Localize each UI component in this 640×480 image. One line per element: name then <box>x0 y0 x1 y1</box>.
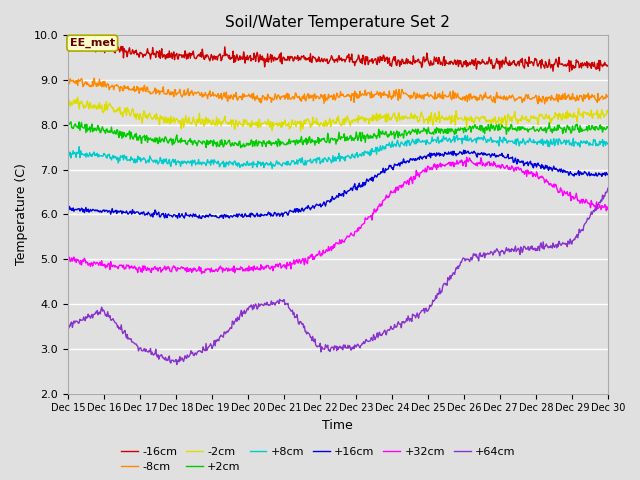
+8cm <box>420 139 428 145</box>
-16cm <box>185 51 193 57</box>
X-axis label: Time: Time <box>323 419 353 432</box>
+64cm <box>420 306 428 312</box>
+8cm <box>129 157 137 163</box>
+64cm <box>74 319 81 325</box>
+2cm <box>237 145 244 151</box>
-2cm <box>64 98 72 104</box>
-2cm <box>405 115 413 120</box>
+64cm <box>404 313 412 319</box>
-16cm <box>130 51 138 57</box>
Y-axis label: Temperature (C): Temperature (C) <box>15 164 28 265</box>
+64cm <box>129 339 137 345</box>
-8cm <box>64 76 72 82</box>
-16cm <box>214 57 221 63</box>
Line: +8cm: +8cm <box>68 135 608 168</box>
+64cm <box>185 354 193 360</box>
+8cm <box>453 132 461 138</box>
-2cm <box>297 128 305 134</box>
+32cm <box>74 257 81 263</box>
+2cm <box>67 119 75 125</box>
+2cm <box>405 129 413 134</box>
+32cm <box>404 178 412 184</box>
+16cm <box>214 214 221 220</box>
+16cm <box>198 216 205 221</box>
Line: +2cm: +2cm <box>68 122 608 148</box>
+16cm <box>460 147 467 153</box>
-8cm <box>420 96 428 102</box>
Line: -2cm: -2cm <box>68 97 608 131</box>
Line: +32cm: +32cm <box>68 157 608 274</box>
+32cm <box>198 271 205 276</box>
+8cm <box>268 166 276 171</box>
-8cm <box>185 93 193 98</box>
+8cm <box>604 141 612 147</box>
Line: +16cm: +16cm <box>68 150 608 218</box>
+8cm <box>212 160 220 166</box>
+16cm <box>74 206 81 212</box>
+16cm <box>184 212 192 218</box>
-8cm <box>90 75 98 81</box>
+16cm <box>64 207 72 213</box>
-8cm <box>130 84 138 89</box>
+32cm <box>184 269 192 275</box>
+64cm <box>173 361 180 367</box>
+64cm <box>214 336 221 342</box>
+2cm <box>185 138 193 144</box>
-16cm <box>604 62 612 68</box>
+2cm <box>130 134 138 140</box>
+2cm <box>604 125 612 131</box>
+8cm <box>184 158 192 164</box>
+8cm <box>404 139 412 145</box>
Title: Soil/Water Temperature Set 2: Soil/Water Temperature Set 2 <box>225 15 451 30</box>
+16cm <box>404 158 412 164</box>
-2cm <box>604 109 612 115</box>
-2cm <box>214 123 221 129</box>
-16cm <box>64 38 72 44</box>
+16cm <box>129 210 137 216</box>
+64cm <box>64 322 72 327</box>
+32cm <box>64 256 72 262</box>
+8cm <box>74 150 81 156</box>
Legend: -16cm, -8cm, -2cm, +2cm, +8cm, +16cm, +32cm, +64cm: -16cm, -8cm, -2cm, +2cm, +8cm, +16cm, +3… <box>116 442 520 477</box>
+2cm <box>64 124 72 130</box>
+32cm <box>420 168 428 173</box>
-16cm <box>404 57 412 62</box>
-16cm <box>566 69 573 74</box>
Line: +64cm: +64cm <box>68 188 608 364</box>
-8cm <box>74 83 81 88</box>
+32cm <box>463 155 470 160</box>
+2cm <box>420 127 428 132</box>
-2cm <box>74 94 81 100</box>
+16cm <box>420 154 428 160</box>
-2cm <box>185 115 193 120</box>
-8cm <box>541 101 548 107</box>
Line: -16cm: -16cm <box>68 38 608 72</box>
+32cm <box>214 269 221 275</box>
-2cm <box>130 112 138 118</box>
-2cm <box>420 117 428 122</box>
+2cm <box>75 125 83 131</box>
Text: EE_met: EE_met <box>70 38 115 48</box>
+64cm <box>604 185 612 191</box>
-16cm <box>75 46 83 51</box>
-8cm <box>604 94 612 99</box>
-8cm <box>214 93 221 98</box>
-16cm <box>420 54 428 60</box>
-16cm <box>67 36 74 41</box>
+32cm <box>129 265 137 271</box>
-2cm <box>75 100 83 106</box>
+2cm <box>214 139 221 145</box>
Line: -8cm: -8cm <box>68 78 608 104</box>
+32cm <box>604 206 612 212</box>
+16cm <box>604 172 612 178</box>
-8cm <box>404 92 412 98</box>
+8cm <box>64 154 72 159</box>
